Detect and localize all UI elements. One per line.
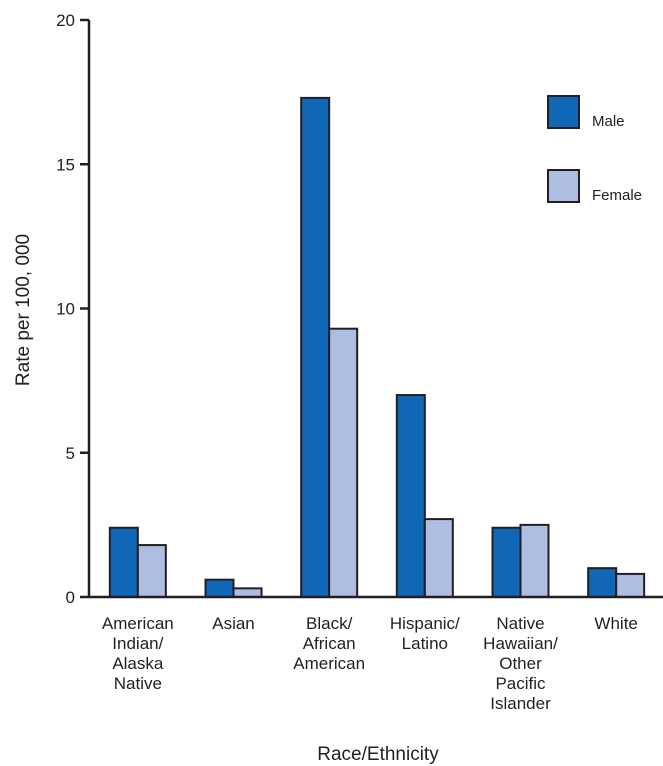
bar-female-1 xyxy=(232,587,263,598)
bar-female-0 xyxy=(136,544,167,599)
bar-female-4 xyxy=(519,523,550,598)
x-tick-label-1: Asian xyxy=(212,614,255,633)
y-tick-label-2: 10 xyxy=(56,300,75,319)
legend: Male Female xyxy=(547,95,642,204)
x-axis-title: Race/Ethnicity xyxy=(317,744,439,765)
x-tick-label-line: White xyxy=(594,614,637,633)
y-tick-label-0: 0 xyxy=(66,588,75,607)
bar-male-5 xyxy=(587,567,618,599)
x-tick-label-line: Latino xyxy=(402,634,448,653)
x-tick-label-5: White xyxy=(594,614,637,633)
x-tick-label-line: Asian xyxy=(212,614,255,633)
bar-male-4 xyxy=(491,526,522,599)
x-tick-label-2: Black/African American xyxy=(293,614,365,673)
bar-male-3 xyxy=(395,394,426,598)
x-tick-label-3: Hispanic/Latino xyxy=(390,614,460,653)
y-tick-label-3: 15 xyxy=(56,155,75,174)
x-tick-label-line: Pacific xyxy=(495,674,546,693)
bar-male-0 xyxy=(108,526,139,599)
legend-swatch-female xyxy=(547,169,580,203)
x-tick-label-line: American xyxy=(293,654,365,673)
legend-label-female: Female xyxy=(592,187,642,204)
legend-swatch-male xyxy=(547,95,580,129)
bar-female-2 xyxy=(328,327,359,598)
x-tick-label-4: Native Hawaiian/Other Pacific Islander xyxy=(483,614,558,713)
x-tick-label-line: Native xyxy=(496,614,544,633)
x-tick-label-line: Hispanic/ xyxy=(390,614,460,633)
y-tick-label-1: 5 xyxy=(66,444,75,463)
x-tick-label-line: African xyxy=(303,634,356,653)
bar-female-3 xyxy=(423,518,454,598)
x-tick-label-line: Alaska xyxy=(112,654,164,673)
bar-male-1 xyxy=(204,578,235,599)
x-tick-label-line: American xyxy=(102,614,174,633)
x-tick-label-line: Indian/ xyxy=(112,634,163,653)
legend-label-male: Male xyxy=(592,113,625,130)
x-tick-label-line: Black/ xyxy=(306,614,353,633)
x-tick-label-0: American Indian/Alaska Native xyxy=(102,614,174,693)
x-tick-label-line: Other xyxy=(499,654,542,673)
y-tick-label-4: 20 xyxy=(56,11,75,30)
x-tick-label-line: Hawaiian/ xyxy=(483,634,558,653)
bar-female-5 xyxy=(615,572,646,598)
x-tick-label-line: Islander xyxy=(490,694,551,713)
y-axis-title: Rate per 100, 000 xyxy=(13,234,34,386)
x-tick-label-line: Native xyxy=(114,674,162,693)
bar-male-2 xyxy=(300,96,331,599)
